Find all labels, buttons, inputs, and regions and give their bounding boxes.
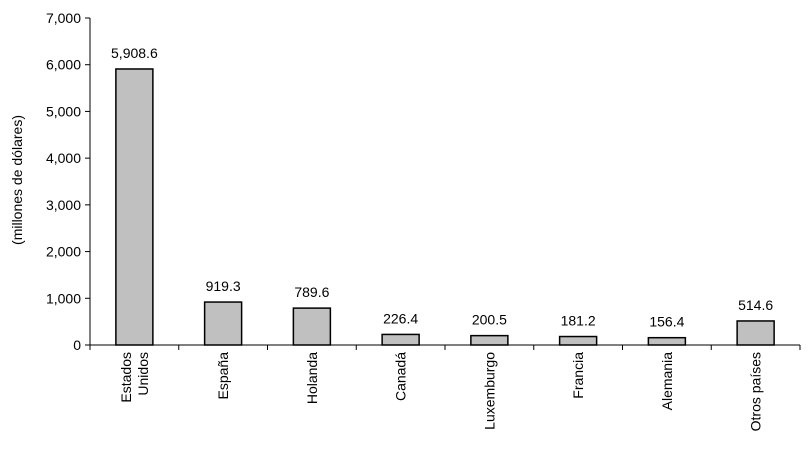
y-tick-label: 1,000 bbox=[46, 290, 81, 306]
bar bbox=[558, 335, 598, 346]
bar bbox=[292, 307, 332, 346]
category-label-line: Luxemburgo bbox=[481, 352, 497, 430]
y-axis-label: (millones de dólares) bbox=[9, 115, 25, 245]
bar bbox=[647, 336, 687, 346]
y-tick-label: 5,000 bbox=[46, 103, 81, 119]
data-label: 181.2 bbox=[561, 313, 596, 329]
data-label: 200.5 bbox=[472, 312, 507, 328]
bar bbox=[115, 68, 154, 346]
y-tick-label: 6,000 bbox=[46, 57, 81, 73]
y-ticks: 0 1,000 2,000 3,000 4,000 5,000 6,000 7,000 bbox=[46, 10, 90, 353]
data-label: 226.4 bbox=[383, 310, 418, 326]
category-labels: Estados Unidos España Holanda Canadá Luxembur… bbox=[118, 352, 764, 432]
category-label: España bbox=[215, 352, 231, 400]
category-label: Luxemburgo bbox=[481, 352, 497, 430]
y-tick-label: 7,000 bbox=[46, 10, 81, 26]
category-label-line: Holanda bbox=[304, 352, 320, 404]
category-label-line: Otros países bbox=[748, 352, 764, 431]
bars bbox=[115, 68, 775, 346]
category-label: Canadá bbox=[393, 352, 409, 401]
category-label: Alemania bbox=[659, 352, 675, 411]
category-label: Otros países bbox=[748, 352, 764, 431]
data-label: 789.6 bbox=[294, 284, 329, 300]
data-label: 919.3 bbox=[206, 278, 241, 294]
category-label-line: España bbox=[215, 352, 231, 400]
bar bbox=[203, 301, 243, 346]
bar bbox=[470, 334, 509, 346]
category-label: Estados Unidos bbox=[118, 352, 151, 403]
x-ticks bbox=[89, 345, 801, 350]
category-label-line: Francia bbox=[570, 352, 586, 399]
category-label-line: Alemania bbox=[659, 352, 675, 411]
y-tick-label: 0 bbox=[73, 337, 81, 353]
category-label-line: Estados bbox=[118, 352, 134, 403]
category-label: Holanda bbox=[304, 352, 320, 404]
data-label: 156.4 bbox=[649, 314, 684, 330]
data-label: 5,908.6 bbox=[111, 45, 158, 61]
y-tick-label: 2,000 bbox=[46, 244, 81, 260]
y-tick-label: 4,000 bbox=[46, 150, 81, 166]
data-labels: 5,908.6 919.3 789.6 226.4 200.5 181.2 156.4 514… bbox=[111, 45, 773, 330]
y-tick-label: 3,000 bbox=[46, 197, 81, 213]
category-label-line: Unidos bbox=[135, 352, 151, 396]
bar bbox=[736, 320, 775, 346]
data-label: 514.6 bbox=[738, 297, 773, 313]
bar bbox=[381, 333, 420, 346]
category-label-line: Canadá bbox=[393, 352, 409, 401]
category-label: Francia bbox=[570, 352, 586, 399]
